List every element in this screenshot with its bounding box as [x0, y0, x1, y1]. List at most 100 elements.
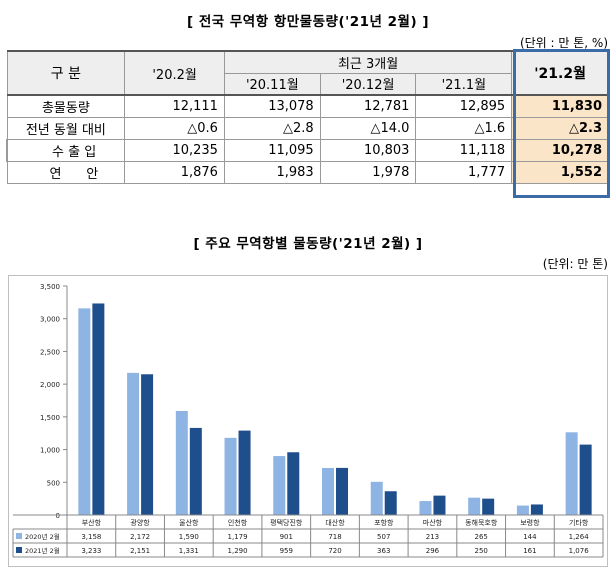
y-tick-label: 2,000	[40, 381, 60, 389]
data-label: 144	[523, 533, 537, 541]
bar	[579, 444, 592, 515]
chart-frame: 0 500 1,000 1,500 2,000 2,500 3,000 3,500 부산항 광양항…	[8, 275, 608, 567]
bar	[92, 303, 105, 515]
y-tick-label: 1,500	[40, 414, 60, 422]
x-category-label: 부산항	[82, 518, 102, 527]
data-label: 2,151	[130, 547, 150, 555]
legend-label: 2020년 2월	[25, 532, 60, 541]
cell: △1.6	[415, 116, 513, 140]
current-cell: 11,830	[511, 94, 609, 118]
table-title: [ 전국 무역항 항만물동량('21년 2월) ]	[186, 14, 430, 30]
data-label: 1,590	[179, 533, 199, 541]
header-current: '21.2월	[511, 50, 609, 96]
bar	[78, 308, 91, 515]
cell: 11,095	[223, 138, 321, 162]
cell: 10,803	[319, 138, 417, 162]
x-category-label: 인천항	[228, 518, 248, 527]
y-tick-label: 0	[56, 512, 60, 520]
data-label: 1,290	[228, 547, 248, 555]
row-label: 총물동량	[6, 94, 126, 118]
x-category-label: 기타항	[569, 518, 589, 527]
table-unit: (단위 : 만 톤, %)	[519, 36, 608, 50]
table-row: 총물동량 12,111 13,078 12,781 12,895 11,830	[6, 94, 609, 118]
data-label: 718	[328, 533, 341, 541]
legend-swatch	[16, 533, 22, 539]
current-cell: 10,278	[511, 138, 609, 162]
bar	[273, 456, 286, 515]
data-label: 901	[280, 533, 293, 541]
cell: 11,118	[415, 138, 513, 162]
x-category-label: 울산항	[179, 518, 199, 527]
bar	[336, 467, 348, 515]
bar	[370, 481, 383, 515]
bar	[433, 495, 446, 515]
y-tick-label: 2,500	[40, 348, 60, 356]
data-label: 250	[474, 547, 487, 555]
bar	[175, 410, 188, 515]
data-label: 507	[377, 533, 390, 541]
header-month: '20.12월	[319, 72, 417, 96]
row-label: 수 출 입	[6, 138, 126, 162]
chart-unit: (단위: 만 톤)	[542, 257, 608, 271]
data-label: 3,158	[81, 533, 101, 541]
bar	[224, 437, 237, 515]
cell: 13,078	[223, 94, 321, 118]
data-label: 1,076	[569, 547, 590, 555]
cell: 1,978	[319, 160, 417, 184]
current-cell: △2.3	[511, 116, 609, 140]
bar	[482, 498, 495, 515]
data-label: 1,331	[179, 547, 199, 555]
bar	[419, 501, 432, 515]
data-label: 161	[523, 547, 536, 555]
table-row: 전년 동월 대비 △0.6 △2.8 △14.0 △1.6 △2.3	[6, 116, 609, 140]
row-label: 연 안	[6, 160, 126, 184]
x-category-label: 동해묵호항	[465, 518, 498, 527]
bar	[238, 430, 251, 515]
x-category-label: 포항항	[374, 518, 394, 527]
cell: 1,777	[415, 160, 513, 184]
cell: 12,781	[319, 94, 417, 118]
header-month: '21.1월	[415, 72, 513, 96]
x-category-label: 마산항	[423, 518, 443, 527]
x-category-label: 보령항	[520, 518, 540, 527]
cell: 12,111	[124, 94, 225, 118]
legend-swatch	[16, 547, 22, 553]
current-cell: 1,552	[511, 160, 609, 184]
y-tick-label: 3,000	[40, 316, 60, 324]
row-label: 전년 동월 대비	[6, 116, 126, 140]
header-month: '20.11월	[223, 72, 321, 96]
header-category: 구 분	[6, 50, 126, 96]
header-prev-year: '20.2월	[124, 50, 225, 96]
cell: △0.6	[124, 116, 225, 140]
data-label: 2,172	[130, 533, 150, 541]
port-cargo-bar-chart: 0 500 1,000 1,500 2,000 2,500 3,000 3,500 부산항 광양항…	[12, 283, 604, 558]
data-label: 3,233	[81, 547, 101, 555]
cell: △2.8	[223, 116, 321, 140]
cell: 1,876	[124, 160, 225, 184]
bar	[189, 427, 202, 515]
table-row: 수 출 입 10,235 11,095 10,803 11,118 10,278	[6, 138, 609, 162]
data-label: 1,179	[228, 533, 248, 541]
bar	[127, 372, 140, 515]
cell: △14.0	[319, 116, 417, 140]
legend-label: 2021년 2월	[25, 546, 60, 555]
bar	[530, 504, 543, 515]
cell: 10,235	[124, 138, 225, 162]
bar	[468, 497, 481, 515]
bar	[565, 432, 578, 515]
y-tick-label: 3,500	[40, 283, 60, 291]
table-row: 연 안 1,876 1,983 1,978 1,777 1,552	[6, 160, 609, 184]
x-category-label: 광양항	[130, 518, 150, 527]
y-tick-label: 500	[47, 479, 60, 487]
bar	[287, 452, 300, 515]
y-tick-label: 1,000	[40, 447, 60, 455]
chart-title: [ 주요 무역항별 물동량('21년 2월) ]	[193, 236, 423, 252]
bar	[322, 468, 334, 515]
bar	[384, 491, 397, 515]
bar	[516, 505, 529, 515]
x-category-label: 평택당진항	[270, 518, 303, 527]
data-label: 296	[426, 547, 440, 555]
header-recent-group: 최근 3개월	[223, 50, 513, 74]
data-label: 959	[280, 547, 293, 555]
data-label: 720	[328, 547, 341, 555]
